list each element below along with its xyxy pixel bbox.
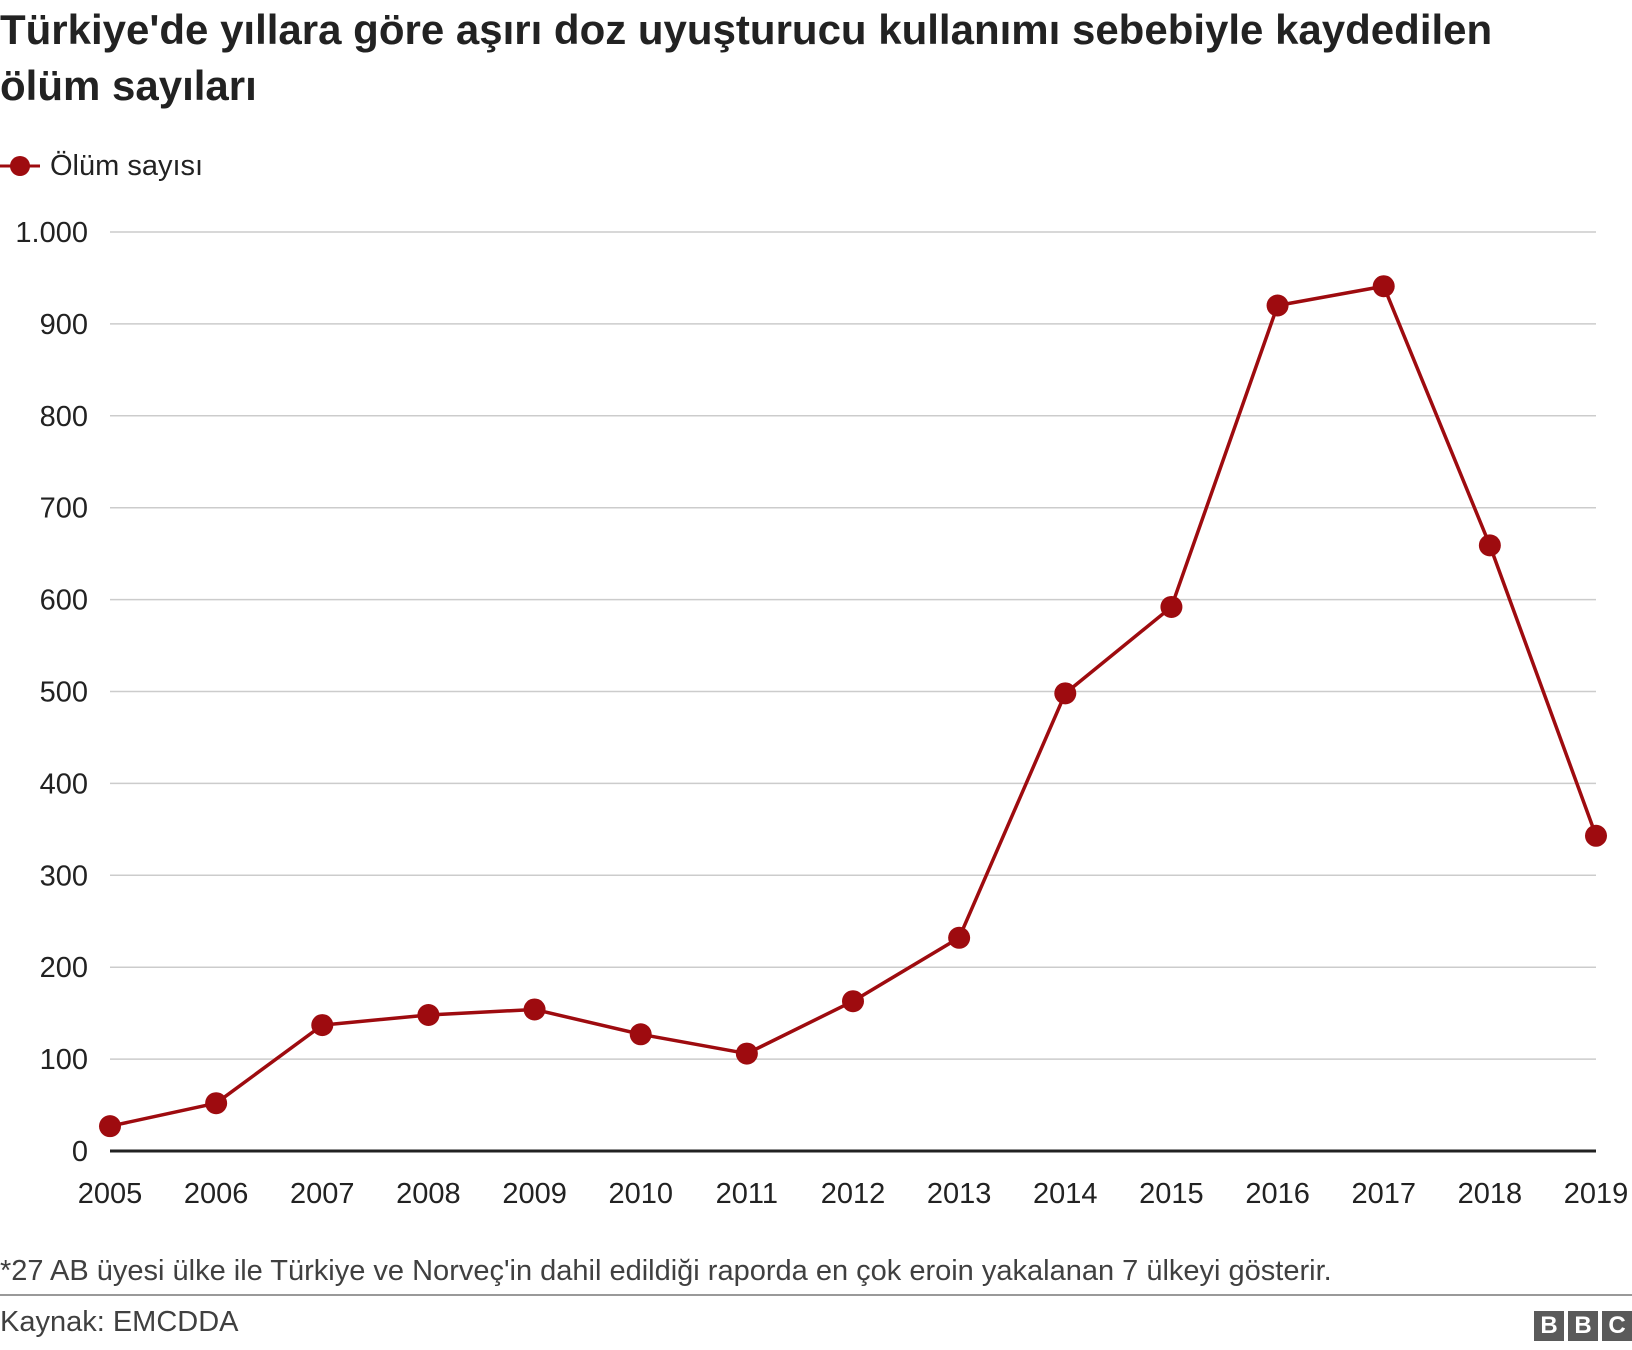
x-tick-label: 2010 [608,1178,673,1210]
data-point [1160,595,1183,618]
x-tick-label: 2005 [78,1178,143,1210]
data-point [842,990,864,1013]
bbc-logo-letter: C [1602,1311,1632,1341]
y-tick-label: 500 [40,677,88,709]
x-tick-label: 2007 [290,1178,355,1210]
x-tick-label: 2009 [502,1178,567,1210]
data-point [1266,294,1289,317]
x-tick-label: 2015 [1139,1178,1204,1210]
source-label: Kaynak: EMCDDA [0,1306,239,1338]
y-tick-label: 900 [40,309,88,341]
y-tick-label: 0 [72,1136,88,1168]
x-tick-label: 2016 [1245,1178,1310,1210]
data-point [205,1092,228,1115]
chart-title: Türkiye'de yıllara göre aşırı doz uyuştu… [0,6,1493,109]
data-point [629,1023,652,1046]
data-point [417,1003,440,1026]
y-tick-label: 400 [40,768,88,800]
line-chart: 0 100 200 300 400 500 600 700 800 900 1.000 2005 200… [15,217,1629,1210]
legend-label: Ölüm sayısı [50,149,204,182]
y-tick-label: 200 [40,952,88,984]
divider [0,1294,1632,1296]
y-tick-label: 800 [40,401,88,433]
x-tick-label: 2011 [716,1178,778,1210]
bbc-logo-letter: B [1534,1311,1564,1341]
x-tick-label: 2018 [1458,1178,1523,1210]
data-point [1585,824,1607,847]
x-tick-label: 2008 [396,1178,461,1210]
data-point [523,998,546,1021]
data-point [311,1014,334,1037]
data-point [948,926,971,949]
legend-swatch-icon [0,156,40,176]
x-tick-label: 2013 [927,1178,992,1210]
x-tick-label: 2012 [821,1178,886,1210]
x-tick-label: 2014 [1033,1178,1098,1210]
y-tick-label: 100 [40,1044,88,1076]
bbc-logo-letter: B [1568,1311,1598,1341]
y-tick-label: 300 [40,860,88,892]
data-point [1054,682,1077,705]
x-tick-label: 2017 [1351,1178,1416,1210]
y-tick-label: 700 [40,493,88,525]
x-tick-label: 2006 [184,1178,249,1210]
data-point [735,1042,758,1065]
y-tick-label: 1.000 [15,217,88,249]
data-point [1478,534,1501,557]
data-point [1372,275,1395,298]
data-point [99,1115,121,1138]
legend: Ölüm sayısı [0,148,203,184]
footnote: *27 AB üyesi ülke ile Türkiye ve Norveç'… [0,1255,1332,1287]
bbc-logo: B B C [1534,1311,1632,1341]
y-tick-label: 600 [40,585,88,617]
x-tick-label: 2019 [1564,1178,1629,1210]
